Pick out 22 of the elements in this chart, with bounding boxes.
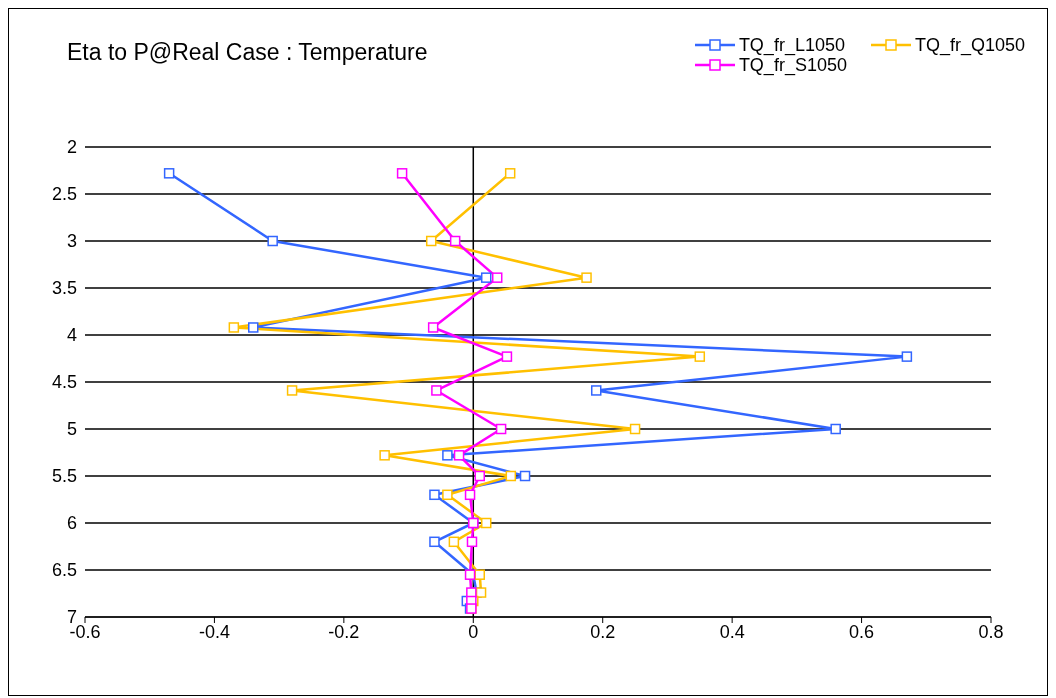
- x-tick-label: 0: [468, 621, 479, 642]
- x-tick-label: -0.4: [198, 621, 230, 642]
- x-tick-label: 0.6: [849, 621, 875, 642]
- y-tick-label: 4.5: [51, 372, 77, 393]
- legend-label: TQ_fr_Q1050: [914, 35, 1025, 55]
- y-tick-label: 3.5: [51, 278, 77, 299]
- x-tick-label: 0.2: [590, 621, 616, 642]
- y-tick-label: 7: [66, 607, 77, 628]
- legend-label: TQ_fr_L1050: [738, 35, 845, 55]
- legend-label: TQ_fr_S1050: [738, 55, 847, 75]
- y-tick-label: 5: [66, 419, 77, 440]
- x-tick-label: 0.4: [719, 621, 745, 642]
- x-tick-label: -0.2: [328, 621, 360, 642]
- y-tick-label: 4: [66, 325, 77, 346]
- y-tick-label: 2.5: [51, 184, 77, 205]
- y-tick-label: 6: [66, 513, 77, 534]
- chart-title: Eta to P@Real Case : Temperature: [67, 39, 428, 66]
- x-tick-label: 0.8: [978, 621, 1004, 642]
- y-tick-label: 5.5: [51, 466, 77, 487]
- y-tick-label: 2: [66, 137, 77, 158]
- y-tick-label: 6.5: [51, 560, 77, 581]
- y-tick-label: 3: [66, 231, 77, 252]
